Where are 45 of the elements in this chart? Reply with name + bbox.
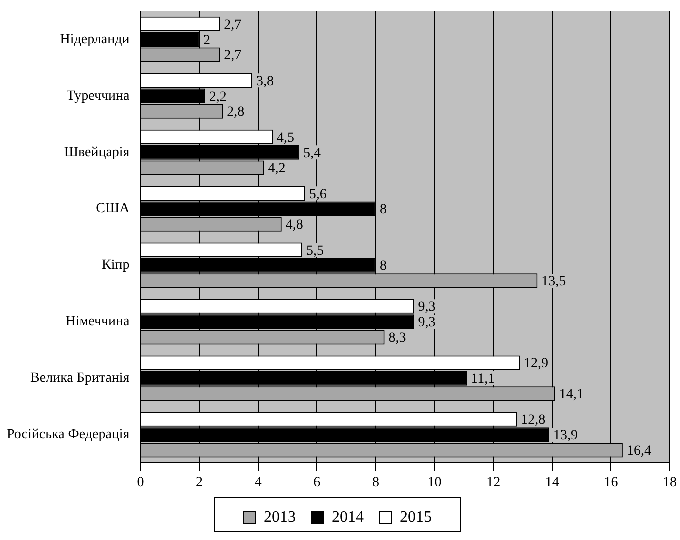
data-label: 2 <box>204 33 211 48</box>
y-tick-label: Туреччина <box>66 88 131 104</box>
data-label: 14,1 <box>559 388 584 403</box>
data-label: 9,3 <box>418 300 436 316</box>
data-label: 2,7 <box>224 18 242 33</box>
data-label: 2,2 <box>209 90 227 105</box>
data-label: 8 <box>380 259 387 274</box>
legend-label: 2013 <box>264 509 296 526</box>
data-label: 5,4 <box>304 146 322 162</box>
x-tick-label: 8 <box>372 475 380 490</box>
y-tick-label: Кіпр <box>102 258 130 274</box>
x-tick-label: 10 <box>428 475 442 490</box>
data-label: 13,5 <box>542 274 566 290</box>
data-label: 11,1 <box>471 372 496 388</box>
x-tick-label: 14 <box>545 475 560 490</box>
y-tick-label: Нідерланди <box>60 32 130 48</box>
data-label: 12,9 <box>524 356 549 372</box>
y-tick-label: Німеччина <box>66 314 131 330</box>
x-tick-label: 12 <box>486 475 501 490</box>
data-label: 8,3 <box>388 331 406 346</box>
legend-label: 2015 <box>400 509 432 526</box>
data-label: 5,6 <box>309 187 327 202</box>
data-label: 16,4 <box>626 444 652 460</box>
y-tick-label: Російська Федерація <box>6 428 130 443</box>
data-label: 2,7 <box>224 48 242 64</box>
x-tick-label: 2 <box>196 475 204 490</box>
data-label: 5,5 <box>306 244 324 259</box>
x-tick-label: 4 <box>254 475 262 490</box>
x-tick-label: 18 <box>663 475 677 490</box>
legend-label: 2014 <box>332 509 364 526</box>
data-label: 4,8 <box>286 218 304 234</box>
data-label: 8 <box>380 202 387 218</box>
y-tick-label: США <box>96 202 131 217</box>
data-label: 4,5 <box>277 130 295 146</box>
data-label: 9,3 <box>418 316 436 331</box>
data-label: 2,8 <box>227 105 245 120</box>
data-label: 4,2 <box>268 162 286 177</box>
data-label: 12,8 <box>521 413 546 428</box>
x-tick-label: 16 <box>604 475 618 490</box>
data-label: 13,9 <box>553 428 578 444</box>
x-tick-label: 6 <box>314 475 321 490</box>
y-tick-label: Швейцарія <box>64 145 130 160</box>
y-tick-label: Велика Британія <box>30 371 130 386</box>
x-tick-label: 0 <box>137 475 144 490</box>
data-label: 3,8 <box>256 74 274 90</box>
